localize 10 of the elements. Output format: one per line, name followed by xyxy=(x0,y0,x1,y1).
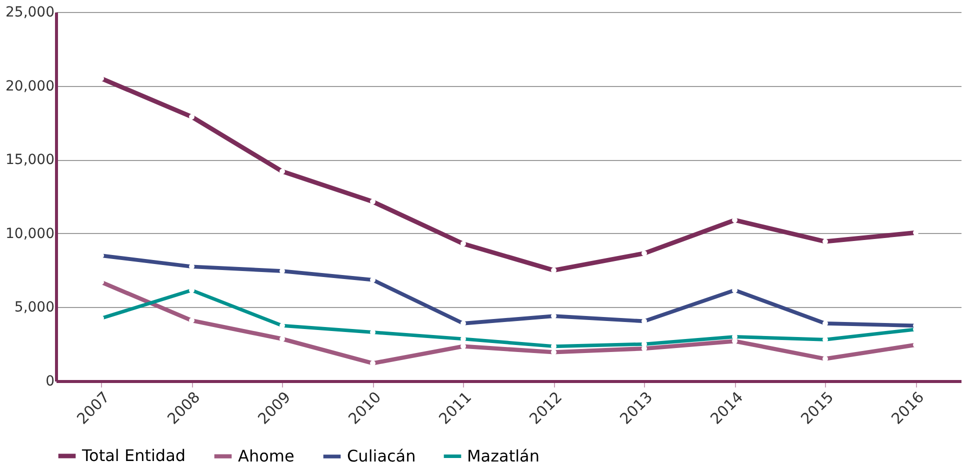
y-tick-label: 5,000 xyxy=(14,300,54,316)
y-tick-label: 0 xyxy=(46,374,54,390)
legend-label: Total Entidad xyxy=(81,446,186,465)
y-tick-label: 20,000 xyxy=(6,78,54,94)
legend-label: Mazatlán xyxy=(467,446,540,466)
y-tick-label: 25,000 xyxy=(6,4,54,20)
legend-label: Ahome xyxy=(238,446,294,466)
y-tick-label: 15,000 xyxy=(6,152,54,168)
legend-label: Culiacán xyxy=(347,446,416,466)
y-tick-label: 10,000 xyxy=(6,226,54,242)
